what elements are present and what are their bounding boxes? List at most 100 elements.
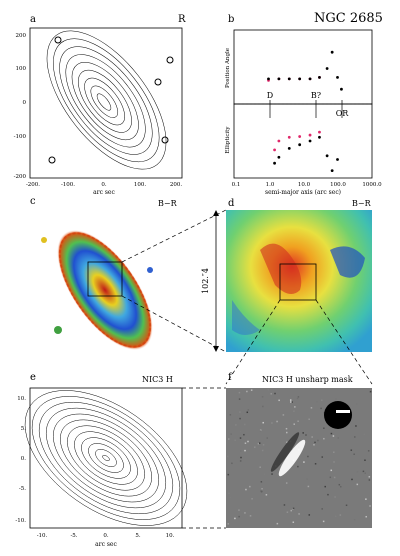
panel-c-label: c (30, 196, 36, 207)
panel-d-blue-region-2 (232, 300, 260, 335)
contour-e-4 (74, 431, 138, 485)
panel-d: d B−R 102.″4 (201, 198, 372, 352)
noise-speck-48 (329, 476, 332, 479)
panel-b-ylabel-top: Position Angle (225, 48, 231, 88)
noise-speck-84 (353, 518, 356, 521)
panel-e-contours (24, 390, 188, 526)
noise-speck-30 (228, 438, 230, 440)
noise-speck-125 (285, 431, 288, 434)
noise-speck-15 (353, 453, 355, 455)
noise-speck-97 (247, 440, 249, 443)
noise-speck-144 (251, 498, 253, 500)
noise-speck-120 (235, 424, 237, 426)
noise-speck-143 (286, 441, 288, 444)
panel-e-xtick-3: 0. (103, 533, 108, 539)
panel-b-label: b (228, 14, 234, 25)
noise-speck-136 (330, 432, 333, 435)
noise-speck-105 (271, 422, 273, 424)
panel-a-ytick-3: 0 (23, 100, 27, 106)
noise-speck-24 (265, 494, 268, 496)
noise-speck-59 (368, 476, 371, 478)
noise-speck-123 (247, 409, 250, 411)
panel-a-frame (29, 27, 183, 179)
noise-speck-65 (368, 479, 371, 481)
panel-e-corner: NIC3 H (142, 375, 173, 384)
noise-speck-53 (356, 461, 359, 463)
panel-d-scale-label: 102.″4 (201, 268, 210, 294)
panel-e-frame (29, 387, 183, 529)
noise-speck-18 (291, 401, 293, 403)
noise-speck-149 (262, 421, 264, 424)
noise-speck-119 (262, 405, 264, 408)
panel-c-galaxy (57, 229, 153, 351)
data-point-ellipticity-red-2 (287, 135, 291, 139)
panel-c-corner: B−R (158, 199, 178, 208)
noise-speck-107 (321, 456, 324, 458)
noise-speck-145 (311, 436, 313, 438)
panel-a-xtick-5: 200. (170, 182, 182, 188)
panel-a-ytick-2: 100 (16, 66, 27, 72)
data-point-ellipticity-red-4 (308, 133, 312, 137)
panel-e-xtick-2: -5. (70, 533, 77, 539)
noise-speck-118 (324, 485, 326, 488)
contour-e-3 (81, 437, 131, 479)
data-point-position-angle-black-4 (308, 77, 312, 81)
contour-a-star-1 (166, 56, 174, 64)
noise-speck-113 (369, 505, 371, 507)
data-point-ellipticity-black-1 (277, 155, 281, 159)
noise-speck-61 (306, 478, 308, 480)
panel-e-ytick-2: 5. (21, 426, 26, 432)
panel-c: c B−R (30, 196, 182, 360)
noise-speck-35 (249, 485, 251, 488)
data-point-ellipticity-black-4 (308, 139, 312, 143)
contour-e-6 (60, 419, 152, 497)
noise-speck-70 (260, 490, 262, 492)
contour-e-2 (88, 443, 124, 473)
noise-speck-102 (276, 522, 279, 525)
noise-speck-156 (259, 466, 261, 468)
noise-speck-110 (239, 430, 242, 433)
contour-e-5 (67, 425, 145, 491)
panel-c-blob-1 (54, 326, 62, 334)
noise-speck-44 (316, 400, 318, 403)
noise-speck-10 (323, 427, 325, 429)
noise-speck-49 (278, 399, 280, 402)
noise-speck-157 (244, 423, 246, 426)
panel-e-label: e (30, 372, 36, 383)
data-point-ellipticity-black-2 (287, 147, 291, 150)
noise-speck-146 (240, 450, 242, 452)
noise-speck-129 (263, 473, 266, 475)
noise-speck-153 (351, 478, 353, 481)
noise-speck-5 (260, 481, 263, 483)
panel-a-xtick-3: 0. (101, 182, 106, 188)
noise-speck-19 (285, 482, 288, 484)
noise-speck-117 (362, 470, 365, 473)
noise-speck-81 (231, 462, 233, 465)
panel-a-xtick-4: 100. (134, 182, 146, 188)
noise-speck-95 (333, 461, 335, 463)
noise-speck-47 (332, 435, 335, 437)
noise-speck-56 (292, 521, 295, 523)
noise-speck-36 (321, 508, 323, 510)
scale-arrow-bottom (213, 346, 219, 352)
noise-speck-40 (297, 396, 300, 398)
noise-speck-148 (227, 523, 230, 525)
noise-speck-152 (246, 390, 248, 393)
data-point-ellipticity-red-1 (277, 139, 281, 143)
noise-speck-88 (266, 437, 268, 439)
contour-e-9 (38, 401, 174, 515)
contour-a-star-0 (48, 156, 56, 164)
noise-speck-158 (240, 456, 242, 459)
panel-e-xtick-1: -10. (37, 533, 48, 539)
noise-speck-71 (356, 471, 359, 473)
noise-speck-150 (261, 487, 263, 490)
noise-speck-140 (365, 498, 367, 500)
panel-b-points (267, 50, 343, 173)
noise-speck-132 (338, 483, 341, 486)
data-point-position-angle-black-6 (325, 67, 329, 70)
contour-e-1 (95, 449, 117, 467)
noise-speck-0 (297, 465, 299, 468)
noise-speck-100 (354, 436, 356, 438)
noise-speck-89 (249, 515, 252, 517)
panel-c-zoom-box (87, 261, 123, 297)
